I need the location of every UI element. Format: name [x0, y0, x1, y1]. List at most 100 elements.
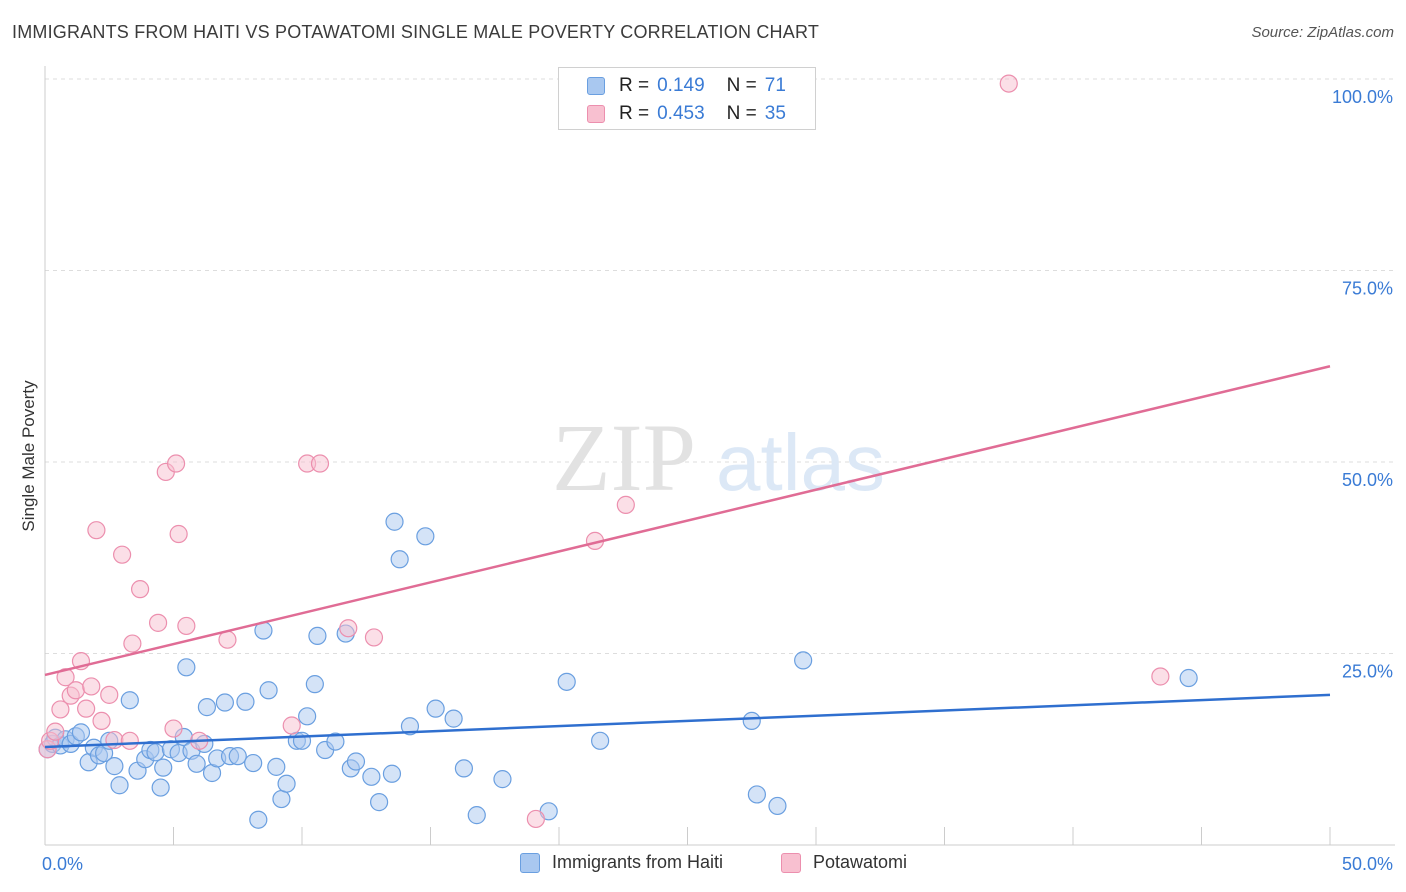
bottom-swatch-pink [781, 852, 801, 873]
trendline [44, 693, 1331, 749]
bottom-swatch-blue [520, 852, 540, 873]
data-point [282, 716, 301, 735]
bottom-legend-label-potawatomi: Potawatomi [813, 852, 908, 872]
data-point [82, 677, 101, 696]
data-point [305, 675, 324, 694]
data-point [120, 691, 139, 710]
data-point [454, 759, 474, 778]
data-point [151, 778, 170, 797]
data-point [244, 753, 263, 773]
data-point [177, 658, 196, 677]
data-point [46, 722, 65, 741]
data-point [66, 681, 85, 700]
bottom-legend-label-haiti: Immigrants from Haiti [552, 852, 724, 872]
data-point [310, 454, 330, 473]
data-point [148, 613, 168, 632]
data-point [130, 580, 150, 599]
data-point [346, 752, 366, 771]
legend-r-label: R = [619, 75, 650, 96]
x-tick-labels: 0.0% 50.0% [42, 854, 1393, 874]
data-point [385, 512, 404, 531]
legend-r-value: 0.453 [657, 103, 705, 124]
data-point [105, 757, 124, 776]
data-point [277, 774, 296, 793]
legend-n-value: 71 [764, 75, 786, 96]
data-point [166, 454, 186, 473]
data-point [467, 806, 486, 825]
data-point [298, 707, 317, 726]
data-point [794, 651, 813, 670]
data-point [493, 770, 512, 789]
data-point [308, 626, 327, 645]
data-point [51, 700, 70, 719]
data-point [364, 628, 384, 647]
y-tick-label: 25.0% [1342, 662, 1393, 682]
data-point [146, 743, 165, 762]
legend-n-value: 35 [764, 103, 786, 124]
data-point [123, 634, 142, 653]
data-point [362, 767, 381, 786]
data-point [999, 74, 1018, 93]
data-point [236, 692, 255, 711]
chart-title: IMMIGRANTS FROM HAITI VS POTAWATOMI SING… [12, 22, 820, 42]
legend-row-haiti: R = 0.149 N = 71 [587, 73, 786, 99]
data-point [154, 758, 173, 777]
data-point [215, 693, 234, 712]
data-point [591, 731, 610, 750]
data-point [110, 776, 129, 795]
data-point [197, 698, 217, 717]
data-point [390, 550, 409, 569]
legend-r-value: 0.149 [657, 75, 705, 96]
data-point [1151, 667, 1170, 686]
watermark-atlas: atlas [716, 418, 885, 507]
data-point [444, 709, 463, 728]
data-point [187, 754, 206, 773]
legend-n-label: N = [726, 75, 757, 96]
bottom-legend-potawatomi: Potawatomi [781, 852, 907, 873]
data-point [267, 757, 286, 776]
series-immigrants-from-haiti [38, 512, 1198, 829]
y-tick-labels: 25.0% 50.0% 75.0% 100.0% [1332, 87, 1393, 682]
data-point [526, 809, 545, 829]
data-point [249, 810, 268, 829]
data-point [742, 711, 761, 731]
grid-lines [45, 78, 1395, 654]
data-point [1179, 668, 1198, 688]
watermark: ZIP atlas [552, 404, 885, 511]
data-point [292, 731, 312, 750]
legend-n-label: N = [726, 103, 757, 124]
trendline [44, 365, 1331, 677]
correlation-legend: R = 0.149 N = 71 R = 0.453 N = 35 [558, 67, 816, 130]
data-point [768, 796, 787, 816]
data-point [326, 732, 345, 751]
data-point [259, 681, 278, 700]
x-tick-label: 0.0% [42, 854, 83, 874]
y-axis-label: Single Male Poverty [19, 380, 38, 532]
data-point [100, 685, 119, 704]
data-point [416, 527, 435, 546]
bottom-legend-haiti: Immigrants from Haiti [520, 852, 723, 873]
data-point [616, 495, 635, 514]
data-point [228, 747, 247, 766]
data-point [77, 699, 96, 718]
data-point [92, 711, 111, 731]
legend-swatch-pink [587, 105, 605, 123]
source-label: Source: ZipAtlas.com [1251, 24, 1394, 41]
y-tick-label: 50.0% [1342, 470, 1393, 490]
data-point [177, 616, 196, 636]
y-tick-label: 100.0% [1332, 87, 1393, 107]
legend-swatch-blue [587, 77, 605, 95]
data-point [272, 789, 291, 809]
data-point [71, 723, 91, 742]
data-point [164, 719, 183, 738]
trendlines [44, 365, 1331, 749]
axes [44, 66, 1395, 846]
data-point [105, 730, 124, 750]
data-point [169, 524, 188, 544]
data-point [339, 619, 358, 638]
data-point [87, 521, 106, 540]
data-point [370, 793, 389, 812]
x-tick-label: 50.0% [1342, 854, 1393, 874]
data-point [557, 672, 576, 691]
